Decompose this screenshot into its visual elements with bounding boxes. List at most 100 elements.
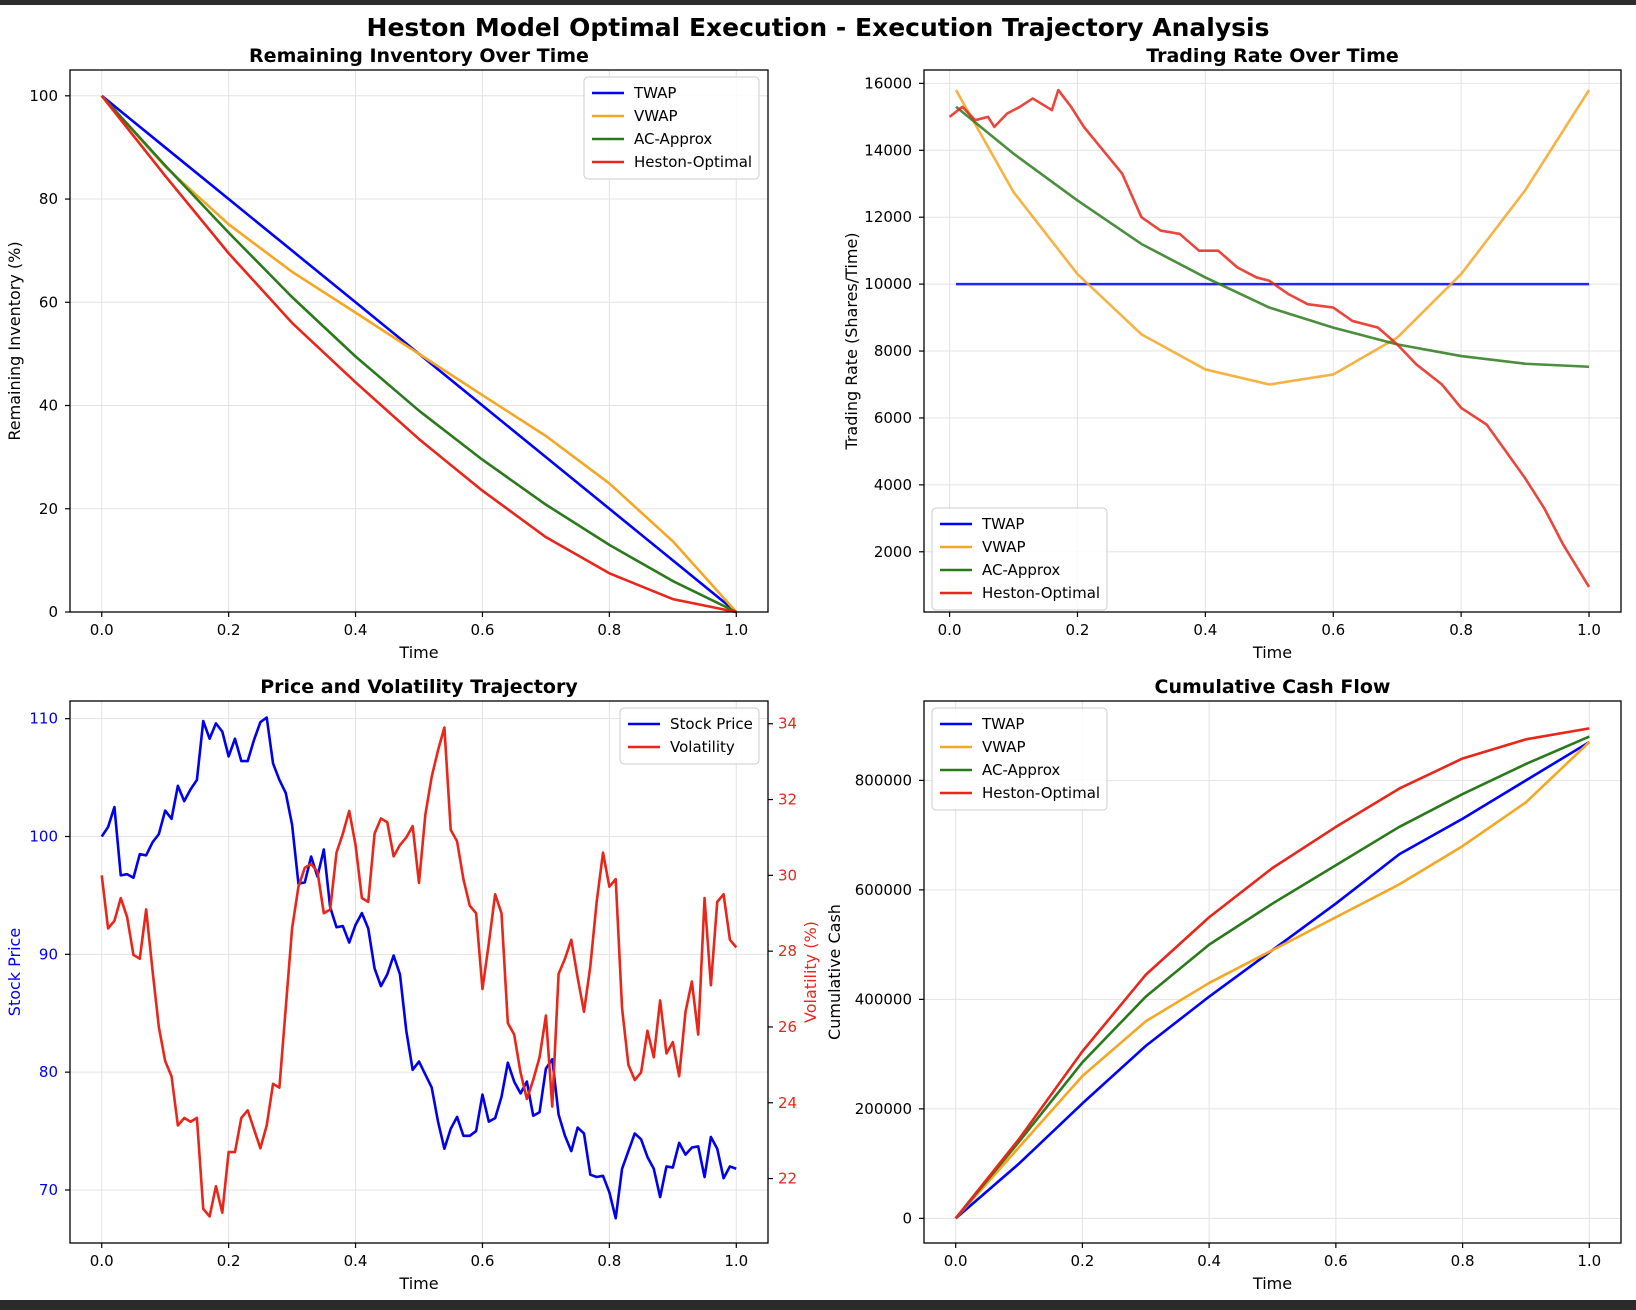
y-tick-label: 6000 — [874, 409, 912, 427]
legend-label-twap: TWAP — [981, 515, 1024, 533]
y-right-tick-label: 24 — [778, 1094, 797, 1112]
x-tick-label: 1.0 — [1577, 1252, 1601, 1270]
series-line-ac-approx — [954, 735, 1590, 1220]
y-right-tick-label: 32 — [778, 791, 797, 809]
legend-box — [619, 707, 760, 765]
y-tick-label: 80 — [39, 1063, 58, 1081]
y-axis-label: Cumulative Cash — [825, 904, 844, 1040]
chart-title: Cumulative Cash Flow — [1155, 676, 1391, 698]
x-tick-label: 0.0 — [944, 1252, 968, 1270]
x-tick-label: 0.8 — [1449, 621, 1473, 639]
legend-label-heston-optimal: Heston-Optimal — [982, 584, 1100, 602]
plot-frame — [69, 69, 769, 613]
legend-label-twap: TWAP — [633, 84, 676, 102]
x-axis-label: Time — [1252, 1274, 1292, 1293]
series-line-heston-optimal — [954, 727, 1590, 1220]
x-axis-label: Time — [398, 1274, 438, 1293]
x-tick-label: 0.2 — [1066, 621, 1090, 639]
y-axis-label: Stock Price — [5, 928, 24, 1016]
x-tick-label: 0.4 — [344, 621, 368, 639]
y-right-tick-label: 30 — [778, 866, 797, 884]
y-tick-label: 90 — [39, 945, 58, 963]
y-tick-label: 400000 — [855, 990, 912, 1008]
y-right-axis-label: Volatility (%) — [801, 921, 820, 1023]
x-tick-label: 0.4 — [1193, 621, 1217, 639]
legend-box — [931, 507, 1108, 611]
y-tick-label: 8000 — [874, 342, 912, 360]
y-axis-label: Remaining Inventory (%) — [5, 241, 24, 440]
chart-title: Remaining Inventory Over Time — [249, 45, 589, 67]
cash-flow-chart-panel: 0.0 0.2 0.4 0.6 0.8 1.0 0 200000 400000 600000 800… — [825, 676, 1622, 1293]
x-tick-label: 0.0 — [90, 621, 114, 639]
y-tick-label: 100 — [29, 87, 58, 105]
legend-label-stock-price: Stock Price — [670, 715, 753, 733]
y-tick-label: 20 — [39, 500, 58, 518]
y-tick-label: 100 — [29, 828, 58, 846]
plot-frame — [923, 69, 1622, 613]
figure-suptitle: Heston Model Optimal Execution - Executi… — [367, 13, 1270, 42]
plot-frame — [69, 700, 769, 1244]
y-tick-label: 16000 — [864, 74, 912, 92]
y-right-tick-label: 26 — [778, 1018, 797, 1036]
x-tick-label: 1.0 — [1577, 621, 1601, 639]
x-tick-label: 0.6 — [1321, 621, 1345, 639]
trading-rate-chart-panel: 0.0 0.2 0.4 0.6 0.8 1.0 2000 4000 6000 8000 10000 1… — [842, 45, 1622, 662]
y-tick-label: 12000 — [864, 208, 912, 226]
x-tick-label: 0.4 — [1197, 1252, 1221, 1270]
series-line-ac-approx — [100, 94, 737, 614]
y-right-tick-label: 22 — [778, 1170, 797, 1188]
plot-frame — [923, 700, 1622, 1244]
legend-box — [583, 76, 760, 180]
y-right-tick-label: 34 — [778, 715, 797, 733]
x-axis-label: Time — [398, 643, 438, 662]
series-line-vwap — [954, 741, 1591, 1220]
y-tick-label: 800000 — [855, 771, 912, 789]
legend-label-vwap: VWAP — [634, 107, 678, 125]
x-tick-label: 0.8 — [597, 1252, 621, 1270]
x-tick-label: 1.0 — [724, 1252, 748, 1270]
legend-label-ac-approx: AC-Approx — [982, 561, 1060, 579]
series-line-volatility — [100, 726, 738, 1218]
series-line-heston-optimal — [100, 95, 737, 614]
legend-label-heston-optimal: Heston-Optimal — [634, 153, 752, 171]
x-axis-label: Time — [1252, 643, 1292, 662]
y-tick-label: 4000 — [874, 476, 912, 494]
y-tick-label: 70 — [39, 1181, 58, 1199]
legend-label-vwap: VWAP — [982, 738, 1026, 756]
x-tick-label: 0.6 — [471, 1252, 495, 1270]
legend: Stock Price Volatility — [619, 707, 760, 765]
legend: TWAP VWAP AC-Approx Heston-Optimal — [931, 707, 1108, 811]
legend-box — [931, 707, 1108, 811]
legend-label-ac-approx: AC-Approx — [634, 130, 712, 148]
y-tick-label: 80 — [39, 190, 58, 208]
y-tick-label: 600000 — [855, 881, 912, 899]
x-tick-label: 0.0 — [90, 1252, 114, 1270]
x-tick-label: 0.0 — [938, 621, 962, 639]
x-tick-label: 0.2 — [1070, 1252, 1094, 1270]
series-line-vwap — [100, 94, 738, 613]
y-tick-label: 40 — [39, 397, 58, 415]
x-tick-label: 0.8 — [1451, 1252, 1475, 1270]
x-tick-label: 1.0 — [724, 621, 748, 639]
y-tick-label: 110 — [29, 710, 58, 728]
x-tick-label: 0.6 — [471, 621, 495, 639]
y-tick-label: 0 — [902, 1209, 912, 1227]
chart-title: Trading Rate Over Time — [1146, 45, 1399, 67]
y-right-tick-label: 28 — [778, 942, 797, 960]
chart-title: Price and Volatility Trajectory — [260, 676, 578, 698]
legend-label-twap: TWAP — [981, 715, 1024, 733]
x-tick-label: 0.8 — [597, 621, 621, 639]
series-line-heston-optimal — [948, 88, 1591, 588]
x-tick-label: 0.4 — [344, 1252, 368, 1270]
x-tick-label: 0.6 — [1324, 1252, 1348, 1270]
series-line-vwap — [954, 89, 1591, 386]
series-line-ac-approx — [955, 105, 1590, 369]
legend: TWAP VWAP AC-Approx Heston-Optimal — [583, 76, 760, 180]
x-tick-label: 0.2 — [217, 1252, 241, 1270]
inventory-chart-panel: 0.0 0.2 0.4 0.6 0.8 1.0 0 20 40 60 80 100 Remaining … — [5, 45, 769, 662]
legend-label-heston-optimal: Heston-Optimal — [982, 784, 1100, 802]
y-axis-label: Trading Rate (Shares/Time) — [842, 232, 861, 450]
x-tick-label: 0.2 — [217, 621, 241, 639]
y-tick-label: 200000 — [855, 1100, 912, 1118]
